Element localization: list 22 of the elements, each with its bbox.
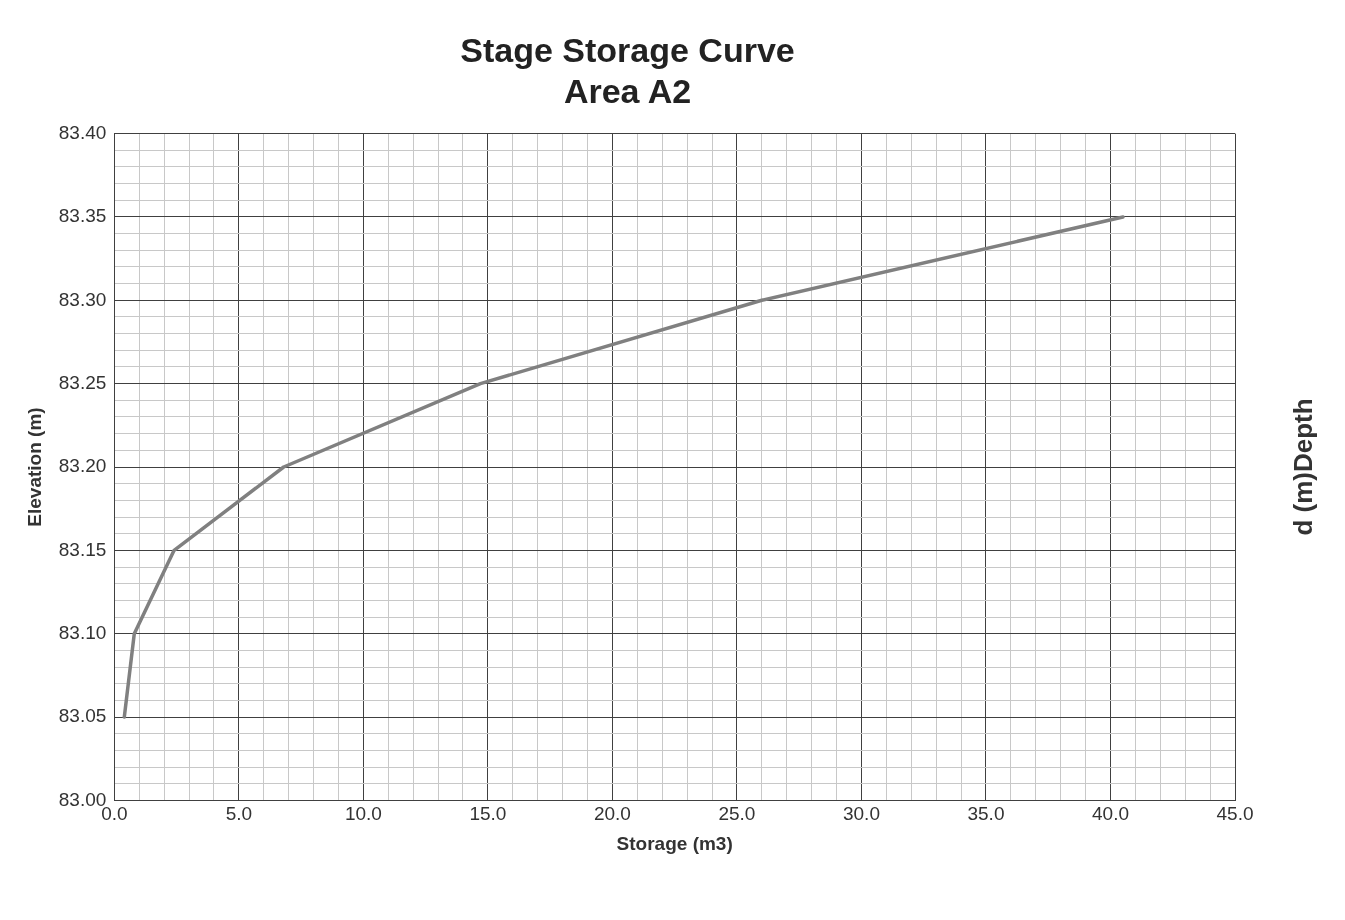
x-tick-label: 40.0: [1091, 803, 1129, 825]
x-tick-label: 35.0: [967, 803, 1005, 825]
x-tick-label: 10.0: [344, 803, 382, 825]
x-tick-label: 5.0: [225, 803, 253, 825]
text: Area A2: [563, 71, 692, 110]
y-tick-label: 83.15: [58, 538, 107, 560]
x-tick-label: 30.0: [842, 803, 880, 825]
y-tick-label: 83.35: [58, 205, 107, 227]
y-tick-label: 83.10: [58, 621, 107, 643]
x-tick-label: 20.0: [593, 803, 631, 825]
y-tick-label: 83.40: [58, 121, 107, 143]
y-tick-label: 83.30: [58, 288, 107, 310]
x-tick-label: 45.0: [1216, 803, 1254, 825]
y-tick-label: 83.05: [58, 705, 107, 727]
x-tick-label: 25.0: [718, 803, 756, 825]
y2-axis-title: d (m)Depth: [1288, 398, 1319, 536]
y-tick-label: 83.20: [58, 455, 107, 477]
y-axis-title: Elevation (m): [23, 407, 45, 527]
y-tick-label: 83.25: [58, 371, 107, 393]
x-axis-title: Storage (m3): [616, 832, 733, 854]
x-tick-label: 15.0: [469, 803, 507, 825]
text: Stage Storage Curve: [460, 30, 795, 69]
